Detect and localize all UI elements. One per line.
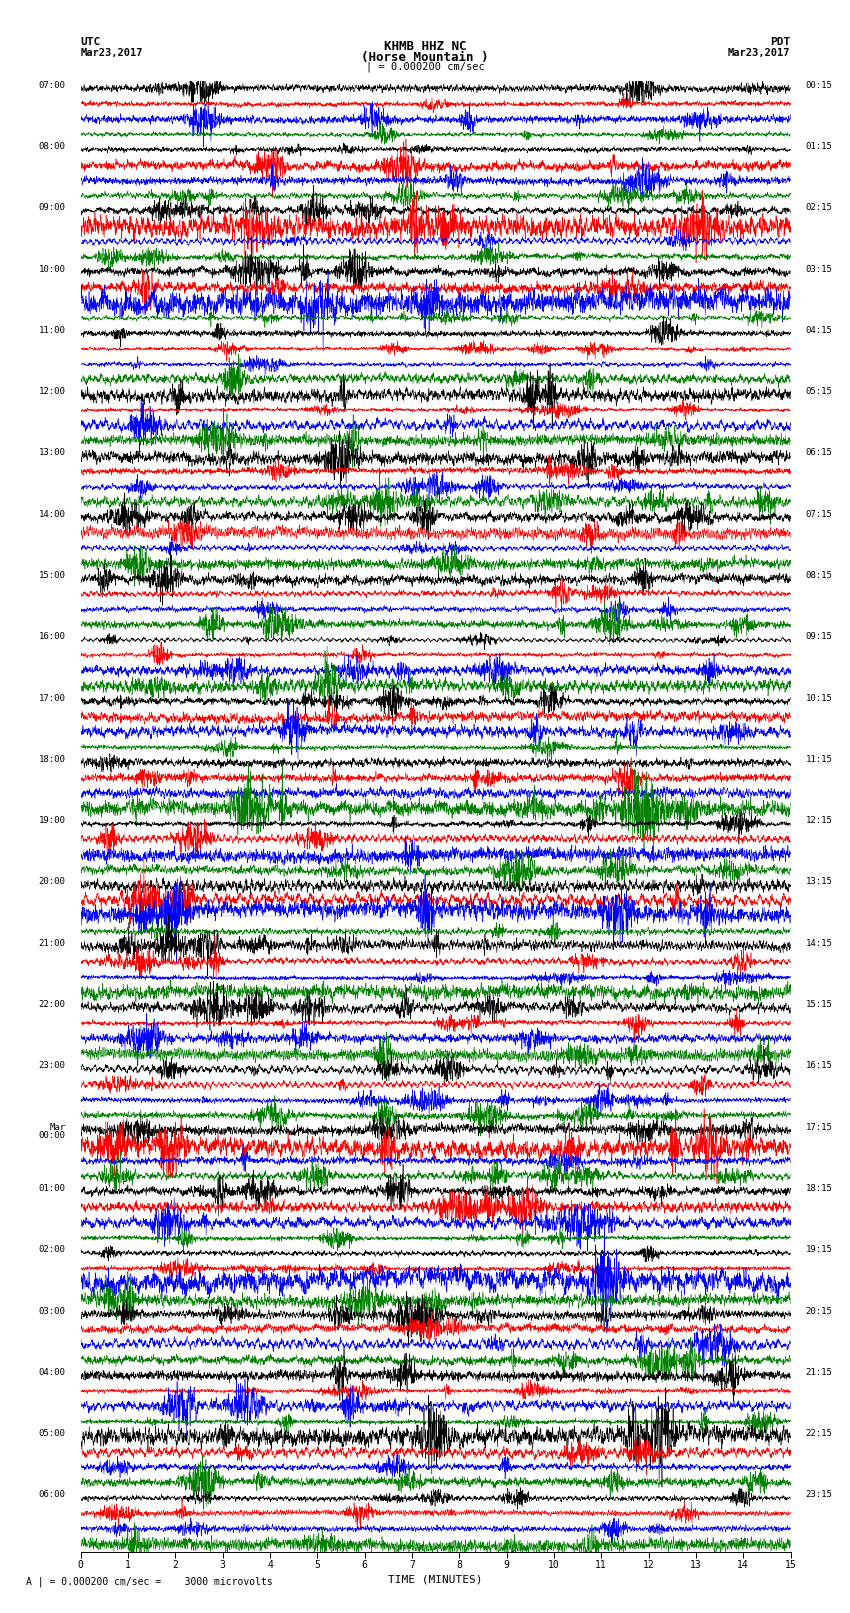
- Text: 04:00: 04:00: [39, 1368, 65, 1378]
- Text: KHMB HHZ NC: KHMB HHZ NC: [383, 39, 467, 53]
- Text: 10:00: 10:00: [39, 265, 65, 274]
- Text: (Horse Mountain ): (Horse Mountain ): [361, 50, 489, 65]
- Text: 22:15: 22:15: [806, 1429, 832, 1439]
- Text: 11:15: 11:15: [806, 755, 832, 765]
- Text: 23:15: 23:15: [806, 1490, 832, 1500]
- Text: 22:00: 22:00: [39, 1000, 65, 1010]
- Text: 21:15: 21:15: [806, 1368, 832, 1378]
- Text: 23:00: 23:00: [39, 1061, 65, 1071]
- Text: 01:15: 01:15: [806, 142, 832, 152]
- Text: 15:15: 15:15: [806, 1000, 832, 1010]
- Text: 01:00: 01:00: [39, 1184, 65, 1194]
- Text: 14:15: 14:15: [806, 939, 832, 948]
- Text: 20:00: 20:00: [39, 877, 65, 887]
- Text: 19:00: 19:00: [39, 816, 65, 826]
- Text: 03:00: 03:00: [39, 1307, 65, 1316]
- Text: 00:00: 00:00: [39, 1131, 65, 1140]
- Text: 17:00: 17:00: [39, 694, 65, 703]
- Text: 03:15: 03:15: [806, 265, 832, 274]
- Text: 13:00: 13:00: [39, 448, 65, 458]
- Text: 05:00: 05:00: [39, 1429, 65, 1439]
- Text: Mar23,2017: Mar23,2017: [728, 48, 791, 58]
- Text: 18:00: 18:00: [39, 755, 65, 765]
- Text: 00:15: 00:15: [806, 81, 832, 90]
- Text: 09:00: 09:00: [39, 203, 65, 213]
- Text: 19:15: 19:15: [806, 1245, 832, 1255]
- Text: 05:15: 05:15: [806, 387, 832, 397]
- Text: 10:15: 10:15: [806, 694, 832, 703]
- Text: 02:00: 02:00: [39, 1245, 65, 1255]
- Text: 07:15: 07:15: [806, 510, 832, 519]
- Text: 12:15: 12:15: [806, 816, 832, 826]
- Text: 14:00: 14:00: [39, 510, 65, 519]
- Text: 06:00: 06:00: [39, 1490, 65, 1500]
- Text: 08:15: 08:15: [806, 571, 832, 581]
- Text: 18:15: 18:15: [806, 1184, 832, 1194]
- Text: Mar23,2017: Mar23,2017: [81, 48, 144, 58]
- Text: 04:15: 04:15: [806, 326, 832, 336]
- Text: 20:15: 20:15: [806, 1307, 832, 1316]
- Text: 02:15: 02:15: [806, 203, 832, 213]
- Text: 21:00: 21:00: [39, 939, 65, 948]
- X-axis label: TIME (MINUTES): TIME (MINUTES): [388, 1574, 483, 1584]
- Text: 07:00: 07:00: [39, 81, 65, 90]
- Text: 12:00: 12:00: [39, 387, 65, 397]
- Text: 08:00: 08:00: [39, 142, 65, 152]
- Text: 06:15: 06:15: [806, 448, 832, 458]
- Text: A | = 0.000200 cm/sec =    3000 microvolts: A | = 0.000200 cm/sec = 3000 microvolts: [26, 1576, 272, 1587]
- Text: 16:00: 16:00: [39, 632, 65, 642]
- Text: 13:15: 13:15: [806, 877, 832, 887]
- Text: 11:00: 11:00: [39, 326, 65, 336]
- Text: UTC: UTC: [81, 37, 101, 47]
- Text: 15:00: 15:00: [39, 571, 65, 581]
- Text: Mar: Mar: [49, 1123, 65, 1132]
- Text: 17:15: 17:15: [806, 1123, 832, 1132]
- Text: 16:15: 16:15: [806, 1061, 832, 1071]
- Text: PDT: PDT: [770, 37, 790, 47]
- Text: 09:15: 09:15: [806, 632, 832, 642]
- Text: | = 0.000200 cm/sec: | = 0.000200 cm/sec: [366, 61, 484, 73]
